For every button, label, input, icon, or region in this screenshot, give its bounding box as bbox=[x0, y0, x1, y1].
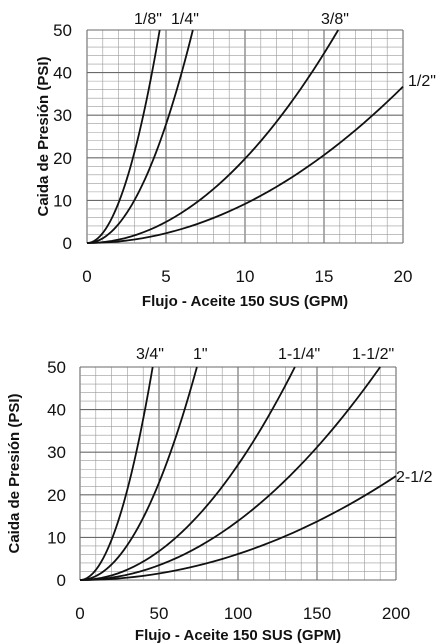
series-curve bbox=[86, 29, 339, 244]
x-tick-label: 0 bbox=[75, 604, 84, 623]
series-curve bbox=[86, 86, 404, 244]
y-tick-label: 30 bbox=[47, 443, 66, 462]
x-axis-title: Flujo - Aceite 150 SUS (GPM) bbox=[142, 293, 348, 310]
x-tick-label: 5 bbox=[161, 267, 170, 286]
series-curve bbox=[79, 366, 381, 581]
series-label: 1-1/2" bbox=[352, 346, 394, 363]
chart-small-sizes: 0 5 10 15 20 0 10 20 30 40 50 Flujo - Aceite 150 SU… bbox=[35, 11, 436, 310]
series-curve bbox=[86, 29, 161, 244]
y-axis-title: Caida de Presión (PSI) bbox=[6, 393, 23, 553]
y-tick-label: 20 bbox=[47, 486, 66, 505]
series-curve bbox=[79, 366, 296, 581]
series-label: 2-1/2 bbox=[396, 469, 433, 486]
y-tick-label: 0 bbox=[57, 571, 66, 590]
series-curve bbox=[79, 366, 198, 581]
x-tick-label: 15 bbox=[315, 267, 334, 286]
series-label: 1/8" bbox=[134, 11, 162, 28]
y-tick-label: 30 bbox=[53, 106, 72, 125]
series-label: 3/8" bbox=[321, 11, 349, 28]
x-tick-label: 100 bbox=[224, 604, 252, 623]
y-tick-label: 0 bbox=[63, 234, 72, 253]
series-curve bbox=[86, 29, 194, 244]
y-tick-label: 40 bbox=[53, 64, 72, 83]
y-tick-label: 50 bbox=[53, 21, 72, 40]
grid bbox=[79, 366, 397, 581]
series-label: 1/4" bbox=[171, 11, 199, 28]
series-label: 1" bbox=[193, 346, 208, 363]
series-curve bbox=[79, 475, 397, 581]
series-label: 1/2" bbox=[408, 73, 436, 90]
series-curve bbox=[79, 366, 154, 581]
x-tick-label: 150 bbox=[303, 604, 331, 623]
x-tick-label: 20 bbox=[394, 267, 413, 286]
y-tick-label: 40 bbox=[47, 401, 66, 420]
x-tick-label: 10 bbox=[236, 267, 255, 286]
y-axis-title: Caida de Presión (PSI) bbox=[35, 56, 52, 216]
series-label: 3/4" bbox=[136, 346, 164, 363]
y-tick-label: 10 bbox=[47, 528, 66, 547]
y-tick-label: 50 bbox=[47, 358, 66, 377]
series-label: 1-1/4" bbox=[278, 346, 320, 363]
x-tick-label: 50 bbox=[150, 604, 169, 623]
y-tick-label: 10 bbox=[53, 191, 72, 210]
x-axis-title: Flujo - Aceite 150 SUS (GPM) bbox=[135, 627, 341, 644]
x-tick-label: 200 bbox=[382, 604, 410, 623]
chart-large-sizes: 0 50 100 150 200 0 10 20 30 40 50 Flujo - Aceite 15… bbox=[6, 346, 433, 644]
grid bbox=[86, 29, 404, 244]
y-tick-label: 20 bbox=[53, 149, 72, 168]
x-tick-label: 0 bbox=[82, 267, 91, 286]
